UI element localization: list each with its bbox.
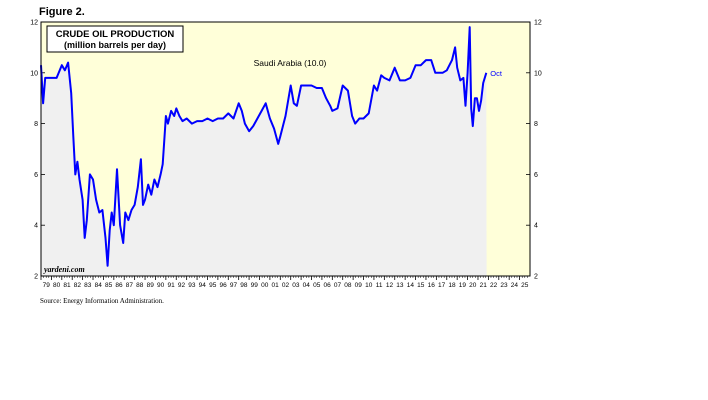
title-box: CRUDE OIL PRODUCTION (million barrels pe… — [46, 25, 184, 53]
y-tick-label: 10 — [534, 70, 542, 77]
x-tick-label: 06 — [323, 282, 331, 289]
x-tick-label: 15 — [417, 282, 425, 289]
x-tick-label: 00 — [261, 282, 269, 289]
x-tick-label: 23 — [500, 282, 508, 289]
x-tick-label: 21 — [480, 282, 488, 289]
watermark: yardeni.com — [43, 265, 85, 274]
x-tick-label: 08 — [344, 282, 352, 289]
x-tick-label: 20 — [469, 282, 477, 289]
x-tick-label: 86 — [115, 282, 123, 289]
y-tick-label: 2 — [34, 274, 38, 281]
x-tick-label: 12 — [386, 282, 394, 289]
chart-subtitle: (million barrels per day) — [64, 40, 166, 50]
series-line — [40, 26, 488, 267]
x-tick-label: 02 — [282, 282, 290, 289]
y-tick-label: 4 — [534, 223, 538, 230]
x-tick-label: 22 — [490, 282, 498, 289]
source-note: Source: Energy Information Administratio… — [40, 297, 164, 305]
x-tick-label: 18 — [448, 282, 456, 289]
x-tick-label: 24 — [511, 282, 519, 289]
y-tick-label: 12 — [30, 20, 38, 27]
x-tick-label: 97 — [230, 282, 238, 289]
x-tick-label: 17 — [438, 282, 446, 289]
y-tick-label: 10 — [30, 70, 38, 77]
x-tick-label: 94 — [199, 282, 207, 289]
x-tick-label: 09 — [355, 282, 363, 289]
x-tick-label: 07 — [334, 282, 342, 289]
x-tick-label: 13 — [396, 282, 404, 289]
x-tick-label: 80 — [53, 282, 61, 289]
x-tick-label: 03 — [292, 282, 300, 289]
y-tick-label: 6 — [534, 172, 538, 179]
x-tick-label: 93 — [188, 282, 196, 289]
y-tick-label: 12 — [534, 20, 542, 27]
y-tick-label: 4 — [34, 223, 38, 230]
chart-title: CRUDE OIL PRODUCTION — [56, 29, 175, 40]
x-tick-label: 04 — [303, 282, 311, 289]
x-tick-label: 16 — [428, 282, 436, 289]
x-tick-label: 01 — [271, 282, 279, 289]
x-tick-label: 95 — [209, 282, 217, 289]
y-tick-label: 8 — [34, 121, 38, 128]
x-axis: 79 80 81 82 83 84 85 86 87 88 89 90 91 92 93 94 95 96 97 98… — [40, 276, 529, 289]
right-axis: 2 4 6 8 10 12 — [526, 20, 542, 281]
x-tick-label: 83 — [84, 282, 92, 289]
x-tick-label: 85 — [105, 282, 113, 289]
x-tick-label: 84 — [95, 282, 103, 289]
x-tick-label: 99 — [251, 282, 259, 289]
x-tick-label: 05 — [313, 282, 321, 289]
x-tick-label: 92 — [178, 282, 186, 289]
x-tick-label: 11 — [376, 282, 383, 289]
x-tick-label: 81 — [63, 282, 71, 289]
x-tick-label: 10 — [365, 282, 373, 289]
y-tick-label: 8 — [534, 121, 538, 128]
x-tick-label: 89 — [147, 282, 155, 289]
x-tick-label: 19 — [459, 282, 467, 289]
x-tick-label: 87 — [126, 282, 134, 289]
end-label: Oct — [490, 69, 503, 78]
series-label: Saudi Arabia (10.0) — [254, 58, 327, 68]
x-tick-label: 91 — [167, 282, 175, 289]
y-tick-label: 6 — [34, 172, 38, 179]
x-tick-label: 90 — [157, 282, 165, 289]
x-tick-label: 79 — [43, 282, 51, 289]
plot-frame — [40, 21, 531, 277]
x-tick-label: 88 — [136, 282, 144, 289]
x-tick-label: 14 — [407, 282, 415, 289]
y-tick-label: 2 — [534, 274, 538, 281]
figure-label: Figure 2. — [39, 6, 85, 18]
x-tick-label: 25 — [521, 282, 529, 289]
x-tick-label: 82 — [74, 282, 82, 289]
x-tick-label: 98 — [240, 282, 248, 289]
x-tick-label: 96 — [219, 282, 227, 289]
